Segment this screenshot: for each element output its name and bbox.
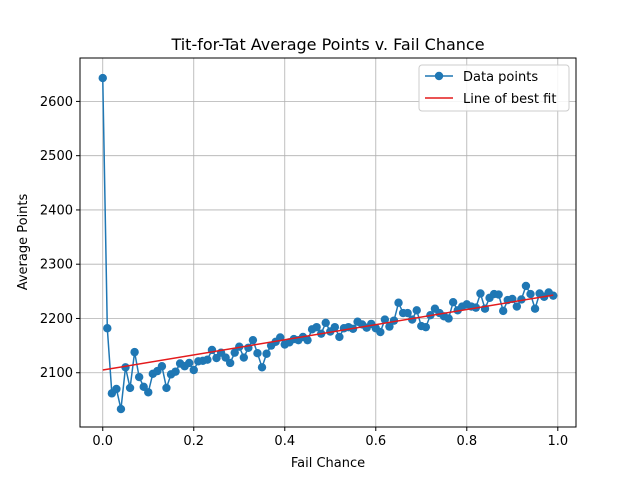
data-point xyxy=(476,289,485,298)
data-point xyxy=(144,388,153,397)
legend-box xyxy=(418,64,570,112)
data-point xyxy=(407,315,417,324)
data-point xyxy=(248,335,258,345)
data-point xyxy=(230,348,239,357)
data-point xyxy=(162,383,171,393)
data-point xyxy=(189,365,198,375)
data-point xyxy=(389,316,399,325)
x-tick-label: 0.6 xyxy=(365,434,386,449)
data-point xyxy=(116,404,126,414)
data-point xyxy=(125,383,135,393)
data-point xyxy=(335,332,344,342)
y-axis-label: Average Points xyxy=(16,193,31,290)
legend: Data points Line of best fit xyxy=(418,64,570,112)
y-tick-label: 2400 xyxy=(40,203,73,218)
data-point xyxy=(303,335,312,345)
data-point xyxy=(380,315,390,324)
legend-data-marker xyxy=(434,71,444,81)
data-point xyxy=(130,347,139,357)
y-tick-label: 2200 xyxy=(40,312,73,327)
data-point xyxy=(134,372,144,382)
x-tick-label: 1.0 xyxy=(547,434,568,449)
x-tick-label: 0.0 xyxy=(92,434,113,449)
data-point xyxy=(321,318,330,328)
data-series-layer xyxy=(98,73,558,414)
x-tick-label: 0.4 xyxy=(274,434,295,449)
data-point xyxy=(262,349,271,358)
legend-label-data-points: Data points xyxy=(463,70,538,85)
data-point xyxy=(203,355,212,364)
data-point xyxy=(312,322,321,332)
data-point xyxy=(225,358,235,368)
x-axis: 0.0 0.2 0.4 0.6 0.8 1.0 xyxy=(92,427,568,449)
data-point xyxy=(103,324,112,333)
data-point xyxy=(448,297,458,307)
x-tick-label: 0.2 xyxy=(183,434,204,449)
legend-label-best-fit: Line of best fit xyxy=(463,92,556,107)
best-fit-layer xyxy=(102,294,554,371)
data-point xyxy=(498,306,508,316)
chart-title: Tit-for-Tat Average Points v. Fail Chanc… xyxy=(170,35,484,54)
data-point xyxy=(526,289,535,299)
x-tick-label: 0.8 xyxy=(456,434,477,449)
best-fit-line xyxy=(102,294,554,371)
data-point xyxy=(253,349,262,358)
data-point xyxy=(112,384,121,394)
plot-area-frame xyxy=(79,57,577,428)
data-point xyxy=(412,306,421,315)
data-point xyxy=(517,295,526,304)
x-axis-label: Fail Chance xyxy=(291,456,365,471)
data-point xyxy=(512,302,522,311)
y-tick-label: 2500 xyxy=(40,149,73,164)
data-point xyxy=(394,298,403,307)
y-axis: 2100 2200 2300 2400 2500 2600 xyxy=(40,95,80,381)
data-point xyxy=(330,322,340,332)
data-point xyxy=(494,290,503,299)
data-point xyxy=(385,322,394,331)
y-tick-label: 2600 xyxy=(40,95,73,110)
y-tick-label: 2100 xyxy=(40,366,73,381)
data-point xyxy=(421,322,431,332)
data-point xyxy=(521,281,531,291)
y-tick-label: 2300 xyxy=(40,258,73,273)
data-point xyxy=(530,304,540,313)
data-point xyxy=(98,73,107,83)
data-point xyxy=(376,327,385,337)
data-point xyxy=(157,362,167,371)
data-point xyxy=(257,363,267,372)
data-point xyxy=(444,314,453,323)
data-point xyxy=(239,353,249,362)
data-point xyxy=(403,308,412,318)
data-point xyxy=(185,358,194,368)
data-points-line xyxy=(102,78,554,410)
data-point xyxy=(171,367,180,376)
